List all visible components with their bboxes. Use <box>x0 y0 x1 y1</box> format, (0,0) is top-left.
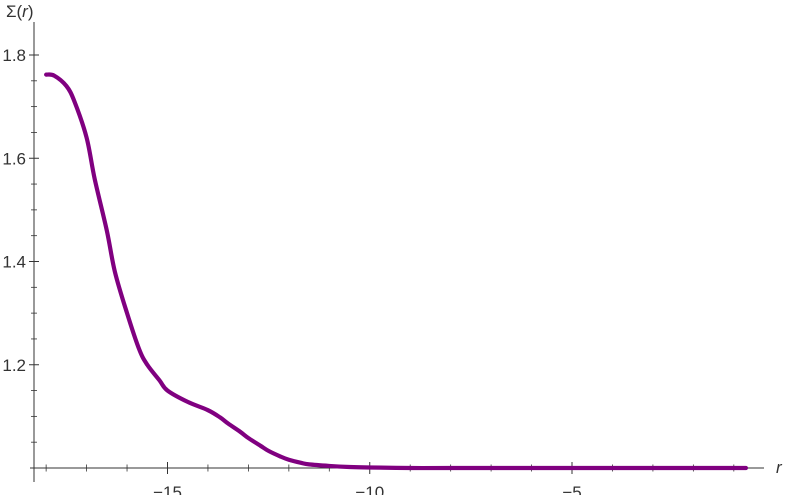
y-axis-label-suffix: ) <box>28 2 34 21</box>
x-tick-label: −15 <box>153 483 182 495</box>
y-axis-label-variable: r <box>22 2 29 21</box>
tick-labels: −15 −10 −5 1.2 1.4 1.6 1.8 <box>2 46 581 495</box>
y-axis-label: Σ(r) <box>6 2 34 21</box>
y-tick-label: 1.4 <box>2 253 26 272</box>
sigma-curve <box>44 72 749 471</box>
y-tick-label: 1.6 <box>2 149 26 168</box>
x-tick-label: −5 <box>562 483 581 495</box>
x-tick-label: −10 <box>355 483 384 495</box>
x-axis-label: r <box>776 458 783 477</box>
y-tick-label: 1.8 <box>2 46 26 65</box>
y-axis-label-prefix: Σ( <box>6 2 23 21</box>
tick-marks <box>29 54 735 474</box>
y-tick-label: 1.2 <box>2 356 26 375</box>
